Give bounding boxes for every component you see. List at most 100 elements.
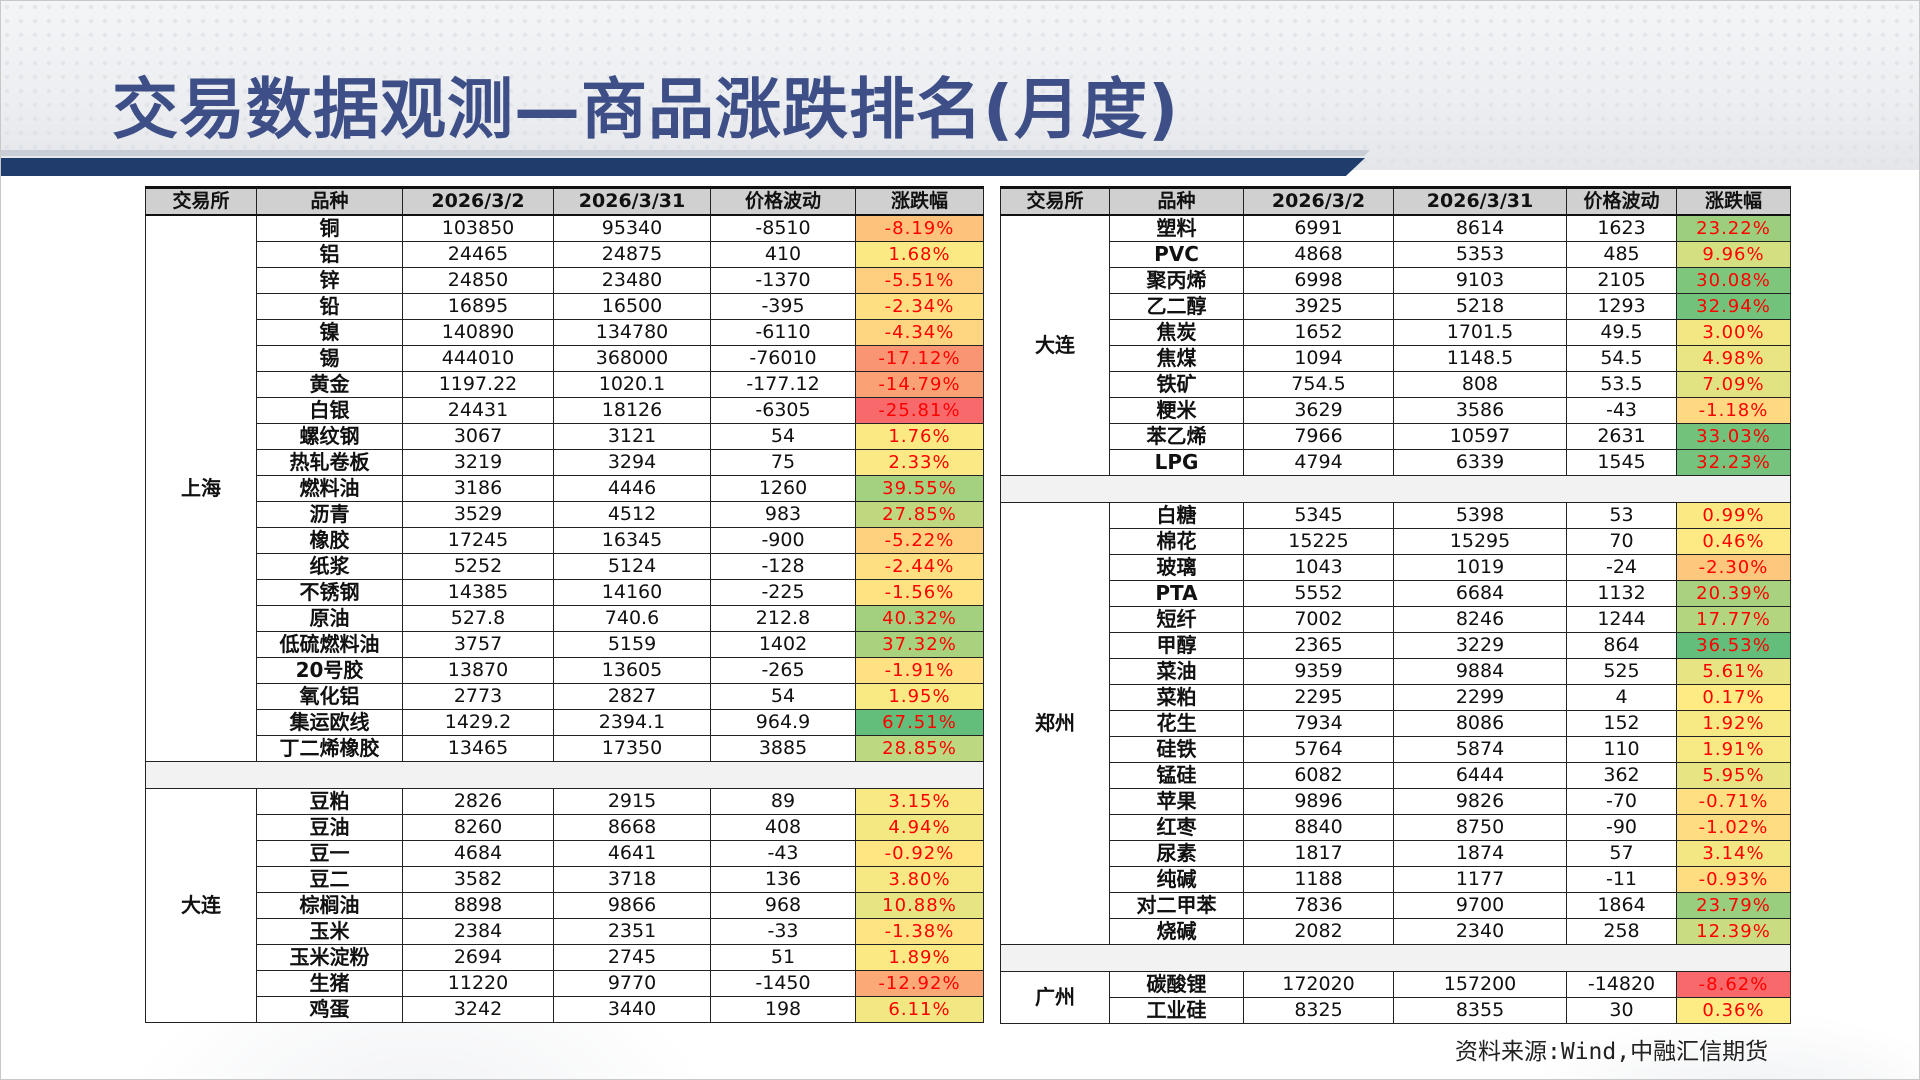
- table-row: 铝 24465 24875 410 1.68%: [146, 241, 984, 268]
- pct-change-cell: -2.44%: [855, 553, 984, 580]
- end-price-cell: 14160: [553, 579, 711, 606]
- price-change-cell: 49.5: [1566, 319, 1677, 346]
- end-price-cell: 2745: [553, 944, 711, 971]
- start-price-cell: 14385: [402, 579, 554, 606]
- variety-cell: 烧碱: [1109, 918, 1244, 945]
- pct-change-cell: -0.93%: [1676, 866, 1791, 893]
- variety-cell: 黄金: [256, 371, 403, 398]
- table-header-row: 交易所 品种 2026/3/2 2026/3/31 价格波动 涨跌幅: [145, 186, 984, 216]
- variety-cell: 沥青: [256, 501, 403, 528]
- price-change-cell: 89: [710, 788, 856, 815]
- start-price-cell: 4684: [402, 840, 554, 867]
- pct-change-cell: 4.98%: [1676, 345, 1791, 372]
- group-separator: [145, 761, 984, 789]
- pct-change-cell: 9.96%: [1676, 241, 1791, 268]
- pct-change-cell: -5.22%: [855, 527, 984, 554]
- variety-cell: 橡胶: [256, 527, 403, 554]
- table-row: 大连 塑料 6991 8614 1623 23.22%: [1000, 214, 1791, 476]
- end-price-cell: 5159: [553, 631, 711, 658]
- start-price-cell: 4868: [1243, 241, 1394, 268]
- price-change-cell: 54: [710, 423, 856, 450]
- start-price-cell: 3629: [1243, 397, 1394, 424]
- price-change-cell: 983: [710, 501, 856, 528]
- header-background: [0, 0, 1920, 170]
- price-change-cell: 212.8: [710, 605, 856, 632]
- end-price-cell: 3229: [1393, 632, 1567, 659]
- start-price-cell: 7002: [1243, 606, 1394, 633]
- end-price-cell: 9884: [1393, 658, 1567, 685]
- price-change-cell: 1260: [710, 475, 856, 502]
- price-change-cell: 4: [1566, 684, 1677, 711]
- variety-cell: 乙二醇: [1109, 293, 1244, 320]
- start-price-cell: 2295: [1243, 684, 1394, 711]
- start-price-cell: 2773: [402, 683, 554, 710]
- start-price-cell: 3925: [1243, 293, 1394, 320]
- pct-change-cell: 23.22%: [1676, 214, 1791, 242]
- table-row: 豆二 3582 3718 136 3.80%: [146, 866, 984, 893]
- price-change-cell: -76010: [710, 345, 856, 372]
- table-row: PTA 5552 6684 1132 20.39%: [1001, 580, 1791, 607]
- start-price-cell: 1197.22: [402, 371, 554, 398]
- variety-cell: 生猪: [256, 970, 403, 997]
- price-change-cell: -1370: [710, 267, 856, 294]
- start-price-cell: 5552: [1243, 580, 1394, 607]
- variety-cell: 纯碱: [1109, 866, 1244, 893]
- variety-cell: 粳米: [1109, 397, 1244, 424]
- pct-change-cell: -5.51%: [855, 267, 984, 294]
- table-row: 豆油 8260 8668 408 4.94%: [146, 814, 984, 841]
- pct-change-cell: 1.95%: [855, 683, 984, 710]
- price-change-cell: 3885: [710, 735, 856, 762]
- table-row: 苯乙烯 7966 10597 2631 33.03%: [1001, 423, 1791, 450]
- pct-change-cell: -12.92%: [855, 970, 984, 997]
- start-price-cell: 13465: [402, 735, 554, 762]
- start-price-cell: 2694: [402, 944, 554, 971]
- pct-change-cell: 3.15%: [855, 788, 984, 815]
- pct-change-cell: -1.91%: [855, 657, 984, 684]
- variety-cell: 玻璃: [1109, 554, 1244, 581]
- end-price-cell: 6339: [1393, 449, 1567, 476]
- start-price-cell: 754.5: [1243, 371, 1394, 398]
- end-price-cell: 16345: [553, 527, 711, 554]
- end-price-cell: 9700: [1393, 892, 1567, 919]
- start-price-cell: 3757: [402, 631, 554, 658]
- start-price-cell: 3242: [402, 996, 554, 1023]
- pct-change-cell: -1.02%: [1676, 814, 1791, 841]
- table-row: 原油 527.8 740.6 212.8 40.32%: [146, 605, 984, 632]
- variety-cell: 锰硅: [1109, 762, 1244, 789]
- price-change-cell: 51: [710, 944, 856, 971]
- variety-cell: 硅铁: [1109, 736, 1244, 763]
- price-change-cell: 1545: [1566, 449, 1677, 476]
- variety-cell: 丁二烯橡胶: [256, 735, 403, 762]
- header-start-date: 2026/3/2: [402, 186, 554, 216]
- price-change-cell: 198: [710, 996, 856, 1023]
- table-row: 短纤 7002 8246 1244 17.77%: [1001, 606, 1791, 633]
- variety-cell: 棉花: [1109, 528, 1244, 555]
- start-price-cell: 527.8: [402, 605, 554, 632]
- table-row: 硅铁 5764 5874 110 1.91%: [1001, 736, 1791, 763]
- variety-cell: 红枣: [1109, 814, 1244, 841]
- header-exchange: 交易所: [1000, 186, 1110, 216]
- table-row: 生猪 11220 9770 -1450 -12.92%: [146, 970, 984, 997]
- end-price-cell: 4446: [553, 475, 711, 502]
- end-price-cell: 9866: [553, 892, 711, 919]
- table-row: 沥青 3529 4512 983 27.85%: [146, 501, 984, 528]
- start-price-cell: 5252: [402, 553, 554, 580]
- price-change-cell: 964.9: [710, 709, 856, 736]
- end-price-cell: 2827: [553, 683, 711, 710]
- price-change-cell: 1623: [1566, 214, 1677, 242]
- start-price-cell: 6082: [1243, 762, 1394, 789]
- variety-cell: 花生: [1109, 710, 1244, 737]
- start-price-cell: 15225: [1243, 528, 1394, 555]
- price-change-cell: -265: [710, 657, 856, 684]
- price-change-cell: 110: [1566, 736, 1677, 763]
- end-price-cell: 8614: [1393, 214, 1567, 242]
- pct-change-cell: 33.03%: [1676, 423, 1791, 450]
- price-change-cell: 54.5: [1566, 345, 1677, 372]
- pct-change-cell: 30.08%: [1676, 267, 1791, 294]
- end-price-cell: 3718: [553, 866, 711, 893]
- pct-change-cell: -1.18%: [1676, 397, 1791, 424]
- end-price-cell: 5124: [553, 553, 711, 580]
- variety-cell: LPG: [1109, 449, 1244, 476]
- pct-change-cell: -8.19%: [855, 214, 984, 242]
- left-ranking-table: 交易所 品种 2026/3/2 2026/3/31 价格波动 涨跌幅 上海铜 10…: [145, 186, 984, 1023]
